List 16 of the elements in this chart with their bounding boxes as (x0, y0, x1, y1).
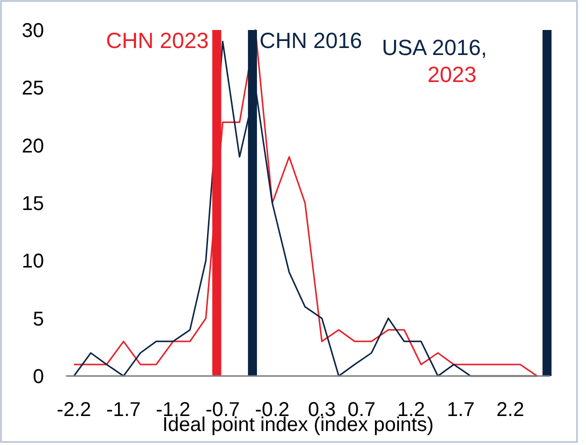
ref-line-label: USA 2016, (382, 35, 488, 60)
ref-line-label: CHN 2016 (259, 28, 362, 53)
y-tick-label: 0 (32, 366, 44, 388)
y-tick-label: 5 (32, 308, 44, 330)
y-tick-label: 25 (22, 78, 44, 100)
y-tick-label: 30 (22, 20, 44, 42)
y-tick-label: 15 (22, 193, 44, 215)
x-tick-label: 2.2 (496, 399, 524, 421)
x-tick-label: -2.2 (56, 399, 92, 421)
x-tick-label: 0.7 (348, 399, 376, 421)
y-tick-label: 10 (22, 250, 44, 273)
x-tick-label: -1.7 (106, 399, 141, 421)
annotation: 2023 (428, 62, 476, 87)
x-tick-label: 1.7 (446, 399, 475, 421)
ref-line-label: CHN 2023 (106, 28, 209, 53)
y-tick-label: 20 (22, 135, 44, 158)
